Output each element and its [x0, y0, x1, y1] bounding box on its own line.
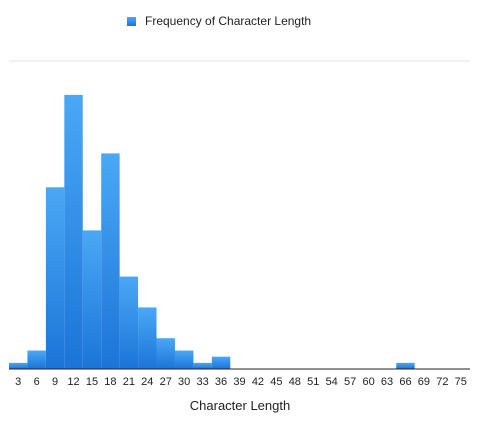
bar-15 — [82, 230, 102, 369]
x-tick-label-18: 18 — [104, 376, 116, 388]
bar-66 — [396, 362, 415, 369]
x-tick-label-48: 48 — [289, 376, 301, 388]
bar-9 — [45, 187, 65, 369]
bar-18 — [101, 153, 120, 369]
x-tick-label-6: 6 — [34, 376, 40, 388]
bar-27 — [156, 338, 175, 369]
x-tick-label-75: 75 — [455, 376, 467, 388]
x-tick-label-24: 24 — [141, 376, 153, 388]
bar-33 — [193, 362, 212, 369]
x-tick-label-36: 36 — [215, 376, 227, 388]
x-axis-title: Character Length — [189, 398, 291, 413]
x-tick-label-12: 12 — [67, 376, 79, 388]
bar-36 — [211, 356, 231, 369]
x-tick-label-39: 39 — [233, 376, 245, 388]
x-tick-label-30: 30 — [178, 376, 190, 388]
bar-6 — [27, 350, 46, 369]
x-tick-label-54: 54 — [326, 376, 338, 388]
bar-21 — [119, 276, 139, 369]
x-tick-label-9: 9 — [52, 376, 58, 388]
x-tick-label-69: 69 — [418, 376, 430, 388]
x-tick-label-21: 21 — [123, 376, 135, 388]
x-tick-label-3: 3 — [15, 376, 21, 388]
x-tick-label-33: 33 — [196, 376, 208, 388]
x-tick-label-57: 57 — [344, 376, 356, 388]
x-tick-label-15: 15 — [86, 376, 98, 388]
legend-swatch — [127, 16, 136, 26]
x-tick-label-72: 72 — [436, 376, 448, 388]
legend-label: Frequency of Character Length — [145, 14, 312, 28]
x-tick-label-45: 45 — [270, 376, 282, 388]
x-tick-label-51: 51 — [307, 376, 319, 388]
x-tick-label-63: 63 — [381, 376, 393, 388]
x-tick-label-42: 42 — [252, 376, 264, 388]
bar-3 — [9, 362, 28, 369]
bar-24 — [138, 307, 157, 369]
bar-30 — [174, 350, 194, 369]
bar-12 — [64, 94, 83, 369]
x-tick-label-27: 27 — [160, 376, 172, 388]
x-tick-label-66: 66 — [399, 376, 411, 388]
chart-legend: Frequency of Character Length — [127, 14, 311, 28]
x-tick-label-60: 60 — [362, 376, 374, 388]
